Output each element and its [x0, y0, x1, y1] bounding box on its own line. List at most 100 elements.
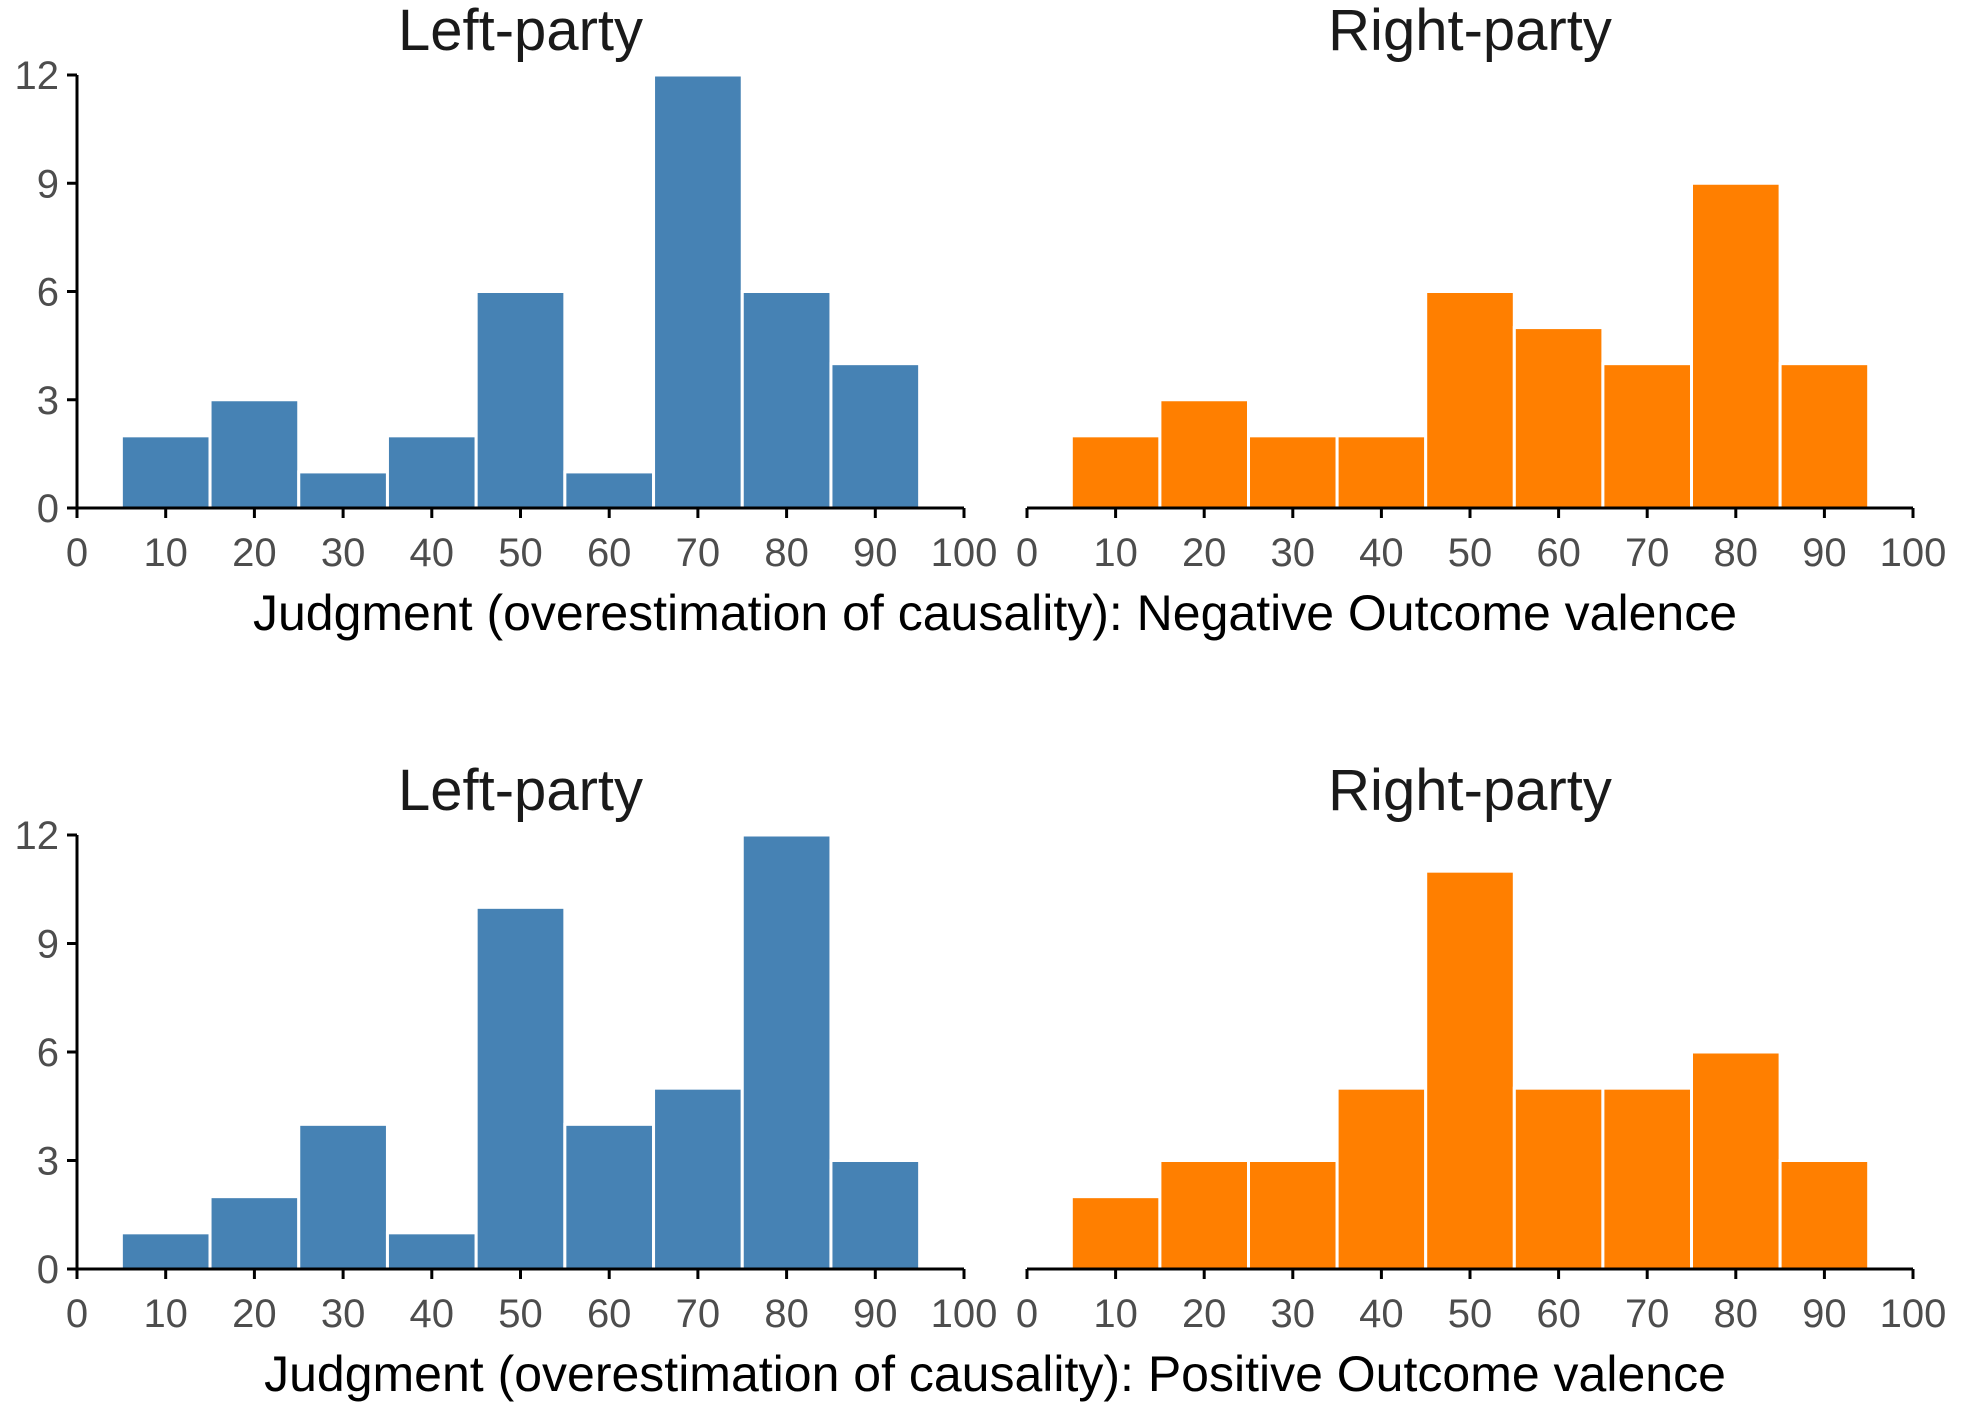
histogram-bar-50: [1424, 869, 1516, 1271]
x-tick-label: 30: [321, 531, 366, 575]
histogram-bar-90: [829, 362, 922, 510]
y-tick-label: 0: [37, 487, 59, 531]
x-tick-label: 0: [1016, 1292, 1038, 1336]
y-tick-label: 6: [37, 1031, 59, 1075]
histogram-bar-80: [740, 833, 833, 1271]
histogram-bar-30: [297, 1122, 389, 1271]
histogram-bar-40: [385, 1231, 478, 1271]
x-tick-label: 80: [1714, 1292, 1759, 1336]
x-tick-label: 70: [676, 531, 721, 575]
x-tick-label: 60: [1536, 531, 1581, 575]
x-tick-label: 0: [66, 1292, 88, 1336]
histogram-bar-90: [1778, 362, 1871, 510]
histogram-bar-90: [829, 1159, 922, 1271]
panel-title: Right-party: [1328, 0, 1612, 63]
histogram-bar-60: [1512, 1086, 1605, 1271]
histogram-bar-20: [1158, 1159, 1251, 1271]
histogram-bar-20: [208, 398, 301, 510]
histogram-bar-70: [652, 1086, 744, 1271]
x-tick-label: 90: [1802, 1292, 1847, 1336]
histogram-bar-70: [1601, 362, 1694, 510]
x-tick-label: 30: [321, 1292, 366, 1336]
panel-title: Right-party: [1328, 758, 1612, 823]
x-tick-label: 90: [853, 531, 898, 575]
x-tick-label: 100: [931, 1292, 998, 1336]
x-tick-label: 40: [1359, 1292, 1404, 1336]
histogram-bar-10: [1069, 434, 1162, 510]
y-tick-label: 9: [37, 923, 59, 967]
histogram-bar-20: [1158, 398, 1251, 510]
histogram-bar-20: [208, 1195, 301, 1271]
histogram-bar-10: [119, 434, 212, 510]
panel-negative-right-party: Right-party 0 10 20 30 40 50 60 70 80 90 100: [1016, 0, 1947, 575]
x-tick-label: 0: [66, 531, 88, 575]
histogram-bar-40: [385, 434, 478, 510]
x-tick-label: 50: [498, 531, 543, 575]
histogram-bar-80: [1690, 1050, 1782, 1271]
x-tick-label: 40: [410, 1292, 455, 1336]
y-tick-label: 3: [37, 379, 59, 423]
x-tick-label: 40: [1359, 531, 1404, 575]
histogram-bar-60: [1512, 326, 1605, 510]
y-tick-label: 12: [15, 54, 60, 98]
panel-title: Left-party: [398, 758, 643, 823]
x-tick-label: 60: [587, 1292, 632, 1336]
y-tick-label: 12: [15, 814, 60, 858]
x-tick-label: 10: [1093, 531, 1138, 575]
x-tick-label: 20: [1182, 1292, 1227, 1336]
x-tick-label: 30: [1271, 1292, 1316, 1336]
panel-negative-left-party: Left-party 0 10 20 30 40 50 60 70 80 90 100 0 3 6 9 12: [15, 0, 998, 575]
x-tick-label: 60: [587, 531, 632, 575]
histogram-bar-90: [1778, 1159, 1871, 1271]
histogram-bar-30: [1247, 434, 1339, 510]
histogram-bar-30: [1247, 1159, 1339, 1271]
x-tick-label: 10: [143, 531, 188, 575]
x-tick-label: 0: [1016, 531, 1038, 575]
histogram-bar-10: [119, 1231, 212, 1271]
histogram-bar-10: [1069, 1195, 1162, 1271]
x-tick-label: 100: [931, 531, 998, 575]
histogram-bar-50: [1424, 290, 1516, 510]
x-tick-label: 80: [764, 531, 809, 575]
x-axis-label-positive: Judgment (overestimation of causality): …: [264, 1346, 1726, 1402]
histogram-bar-40: [1335, 434, 1428, 510]
histogram-bar-60: [563, 470, 656, 510]
x-tick-label: 40: [410, 531, 455, 575]
histogram-bar-80: [740, 290, 833, 510]
histogram-bar-40: [1335, 1086, 1428, 1271]
x-tick-label: 10: [1093, 1292, 1138, 1336]
x-tick-label: 90: [853, 1292, 898, 1336]
x-tick-label: 70: [676, 1292, 721, 1336]
x-tick-label: 100: [1880, 531, 1947, 575]
x-tick-label: 30: [1271, 531, 1316, 575]
y-tick-label: 3: [37, 1140, 59, 1184]
y-tick-label: 9: [37, 162, 59, 206]
panel-positive-right-party: Right-party 0 10 20 30 40 50 60 70 80 90 100: [1016, 758, 1947, 1336]
histogram-bar-60: [563, 1122, 656, 1271]
x-tick-label: 50: [1448, 1292, 1493, 1336]
x-tick-label: 80: [1714, 531, 1759, 575]
histogram-bar-30: [297, 470, 389, 510]
x-tick-label: 70: [1625, 531, 1670, 575]
y-tick-label: 0: [37, 1248, 59, 1292]
x-tick-label: 50: [498, 1292, 543, 1336]
histogram-bar-70: [1601, 1086, 1694, 1271]
x-axis-label-negative: Judgment (overestimation of causality): …: [253, 585, 1737, 641]
x-tick-label: 20: [232, 531, 277, 575]
histogram-bar-50: [474, 905, 567, 1271]
panel-title: Left-party: [398, 0, 643, 63]
x-tick-label: 20: [232, 1292, 277, 1336]
x-tick-label: 90: [1802, 531, 1847, 575]
x-tick-label: 70: [1625, 1292, 1670, 1336]
histogram-bar-50: [474, 290, 567, 510]
x-tick-label: 100: [1880, 1292, 1947, 1336]
panel-positive-left-party: Left-party 0 10 20 30 40 50 60 70 80 90 100 0 3 6 9 12: [15, 758, 998, 1336]
y-tick-label: 6: [37, 271, 59, 315]
histogram-bar-70: [652, 73, 744, 510]
x-tick-label: 80: [764, 1292, 809, 1336]
x-tick-label: 50: [1448, 531, 1493, 575]
x-tick-label: 10: [143, 1292, 188, 1336]
x-tick-label: 60: [1536, 1292, 1581, 1336]
x-tick-label: 20: [1182, 531, 1227, 575]
